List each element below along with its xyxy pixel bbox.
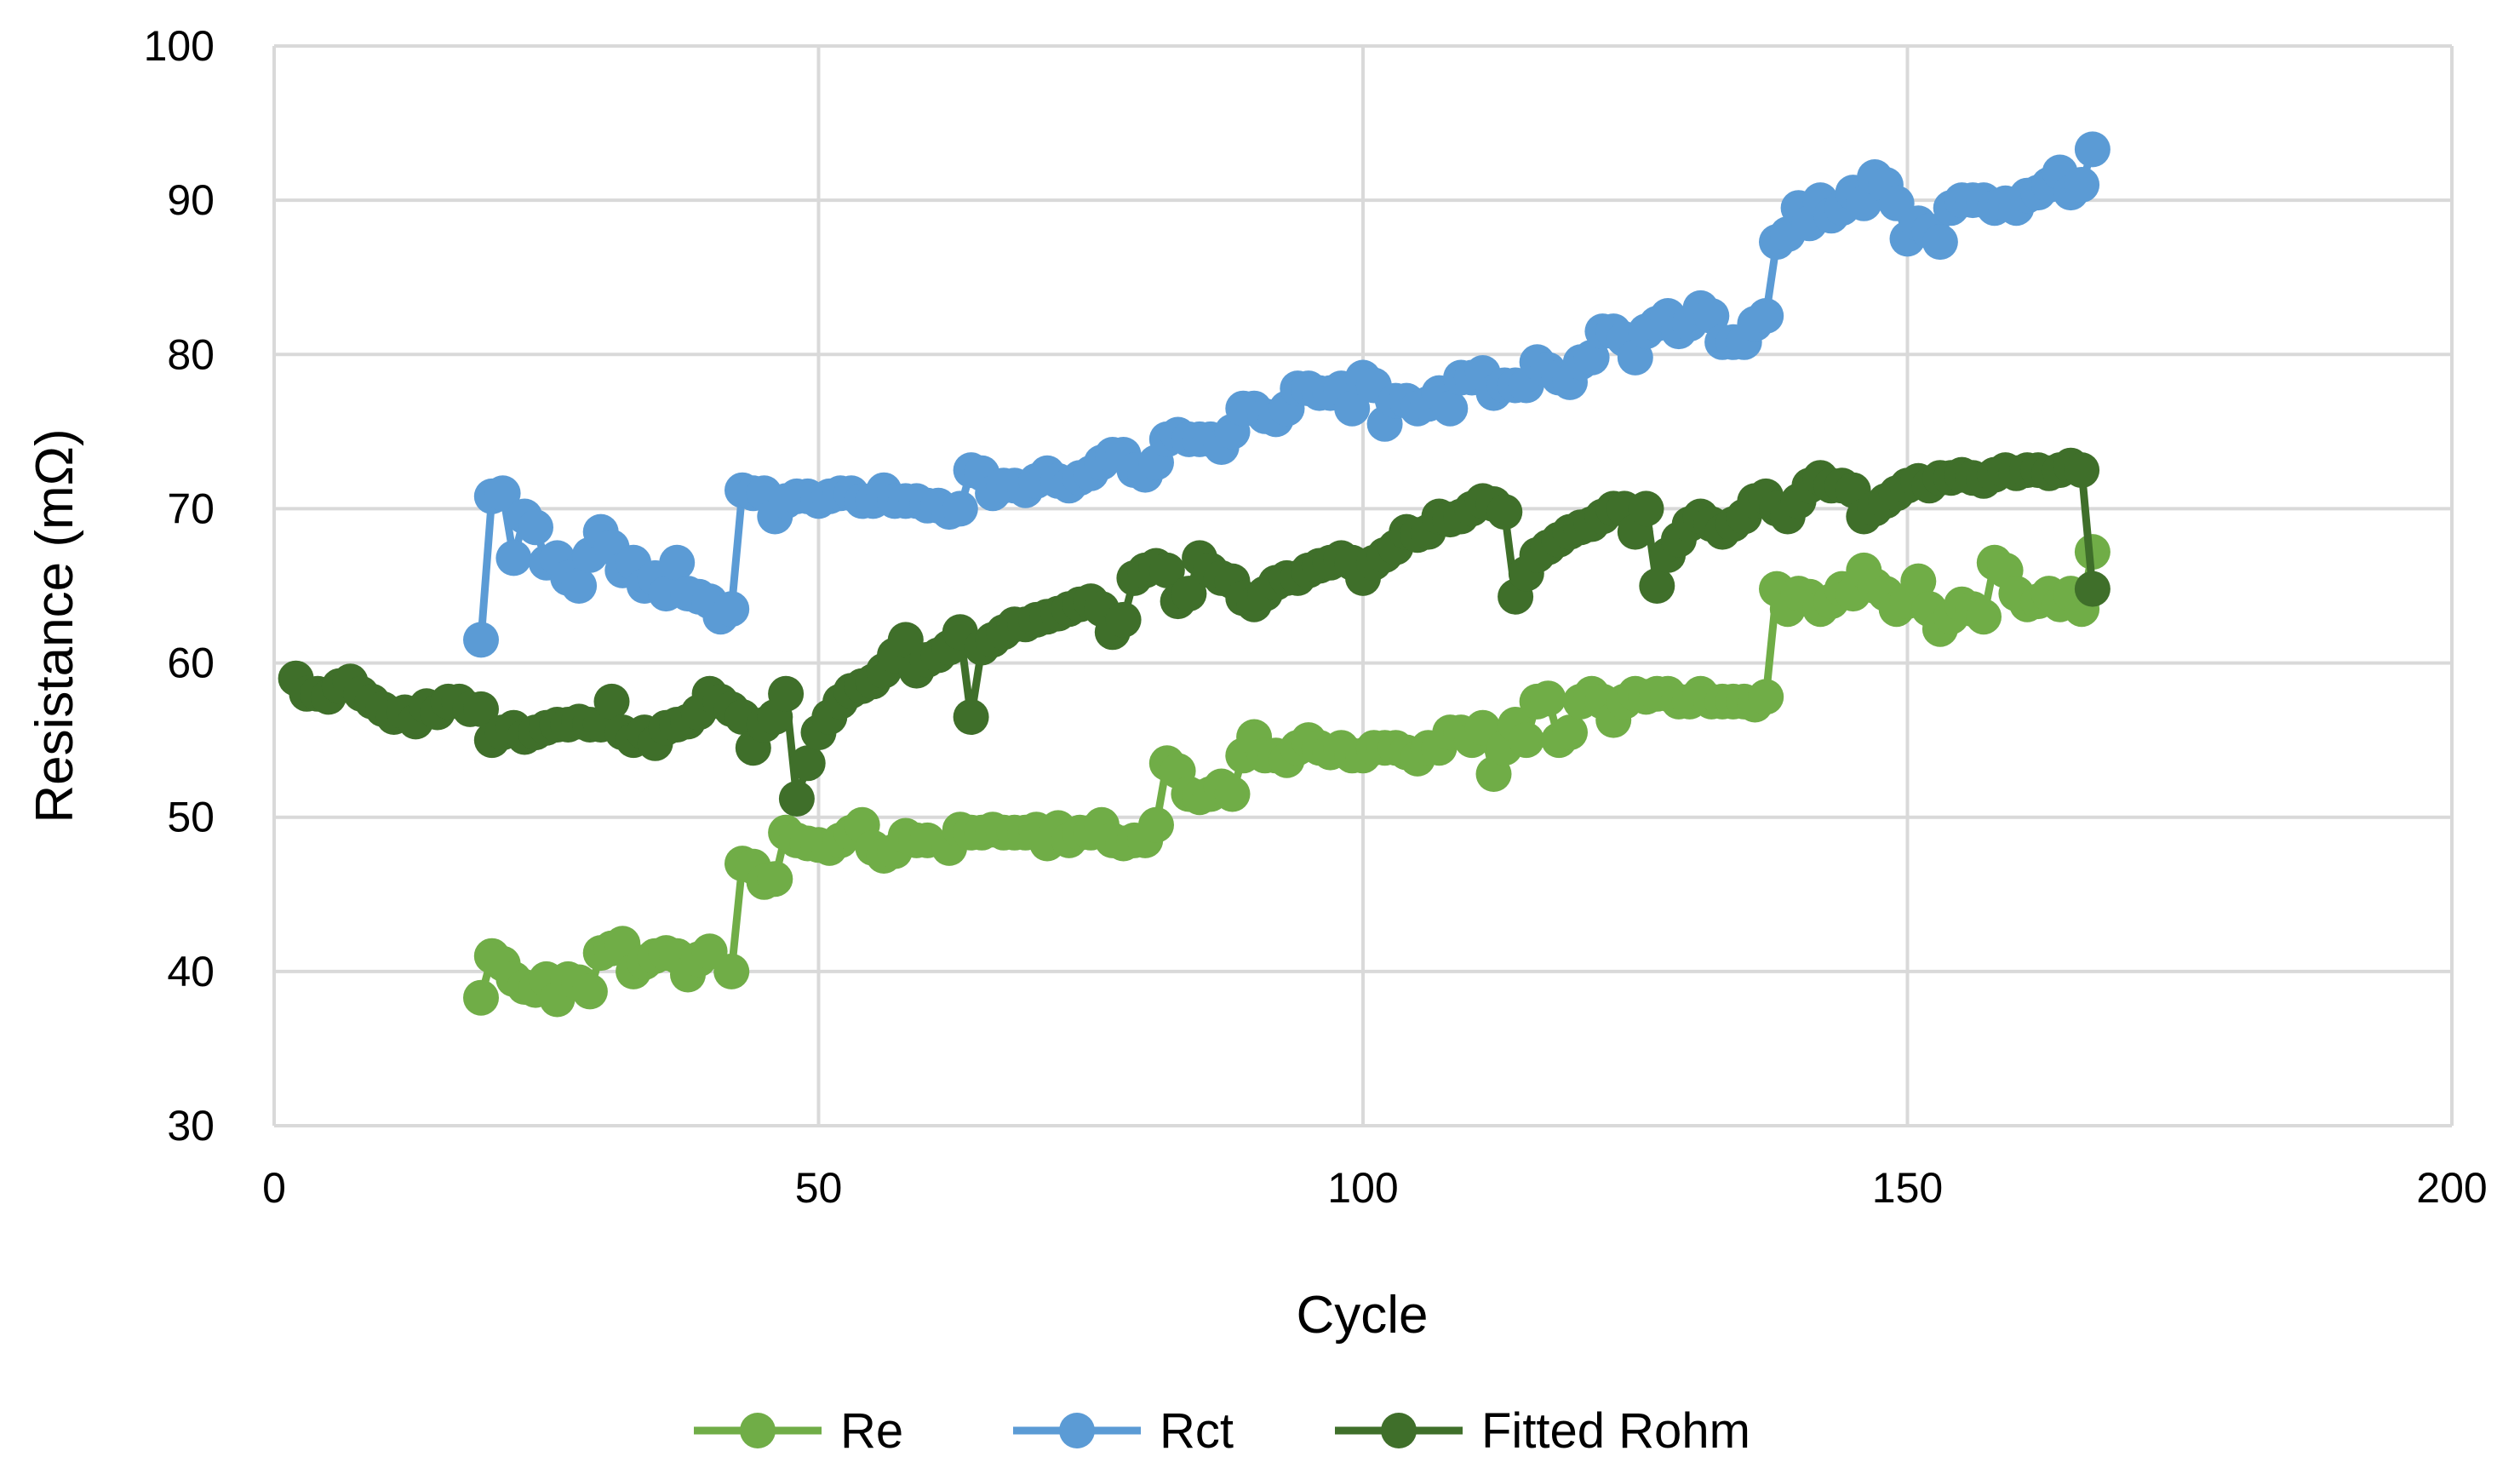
data-point [1639,568,1675,604]
data-point [789,745,826,782]
data-point [1171,576,1207,612]
data-point [593,683,630,720]
data-point [518,509,553,546]
data-point [1148,552,1185,588]
data-point [1628,490,1664,527]
legend-label: Re [840,1403,903,1459]
data-point [1922,224,1958,261]
series-rct [463,131,2110,658]
x-tick-label: 0 [262,1164,286,1212]
data-point [768,675,805,712]
legend-item: Re [694,1403,903,1459]
data-point [2074,131,2110,168]
data-point [1900,563,1937,599]
data-point [1530,680,1566,717]
x-tick-label: 100 [1327,1164,1398,1212]
series-line [292,462,2097,803]
legend-marker [1381,1413,1417,1448]
data-point [495,540,532,576]
x-tick-label: 200 [2416,1164,2487,1212]
y-tick-label: 70 [167,485,215,532]
y-tick-label: 60 [167,639,215,687]
data-point [778,781,815,817]
data-point [484,475,521,512]
x-tick-label: 150 [1872,1164,1943,1212]
data-point [2064,452,2100,489]
legend-item: Rct [1013,1403,1234,1459]
y-tick-label: 40 [167,948,215,995]
x-axis-label: Cycle [1296,1286,1428,1345]
data-point [659,544,696,581]
data-point [942,490,978,527]
data-point [463,691,499,727]
data-point [1432,390,1469,427]
legend: Re Rct Fitted Rohm [694,1403,1750,1459]
data-point [1748,298,1784,334]
data-point [713,953,750,989]
data-point [561,568,598,604]
y-tick-label: 80 [167,330,215,378]
legend-label: Fitted Rohm [1481,1403,1750,1459]
y-tick-label: 90 [167,176,215,224]
y-tick-label: 30 [167,1102,215,1150]
legend-label: Rct [1160,1403,1234,1459]
x-axis-ticks: 0 50 100 150 200 [262,1164,2488,1212]
series-layer [278,131,2110,1018]
data-point [1486,494,1523,531]
legend-marker [740,1413,776,1448]
y-tick-label: 100 [144,22,215,70]
data-point [1334,390,1371,427]
data-point [757,861,793,898]
data-point [1508,722,1544,759]
legend-marker [1059,1413,1095,1448]
data-point [1552,714,1588,751]
data-point [571,973,608,1010]
data-point [1138,806,1174,843]
data-point [713,591,750,628]
series-re [463,534,2110,1018]
data-point [463,622,499,658]
data-point [1105,601,1142,638]
legend-item: Fitted Rohm [1335,1403,1750,1459]
y-axis-label: Resistance (mΩ) [26,428,84,823]
data-point [2064,167,2100,203]
data-point [1748,679,1784,715]
data-point [953,699,989,735]
data-point [2074,571,2110,607]
data-point [1966,599,2002,635]
series-fitted-rohm [278,447,2110,817]
x-tick-label: 50 [795,1164,843,1212]
y-axis-ticks: 30 40 50 60 70 80 90 100 [144,22,215,1150]
data-point [463,979,499,1016]
y-tick-label: 50 [167,794,215,841]
data-point [1214,776,1251,812]
